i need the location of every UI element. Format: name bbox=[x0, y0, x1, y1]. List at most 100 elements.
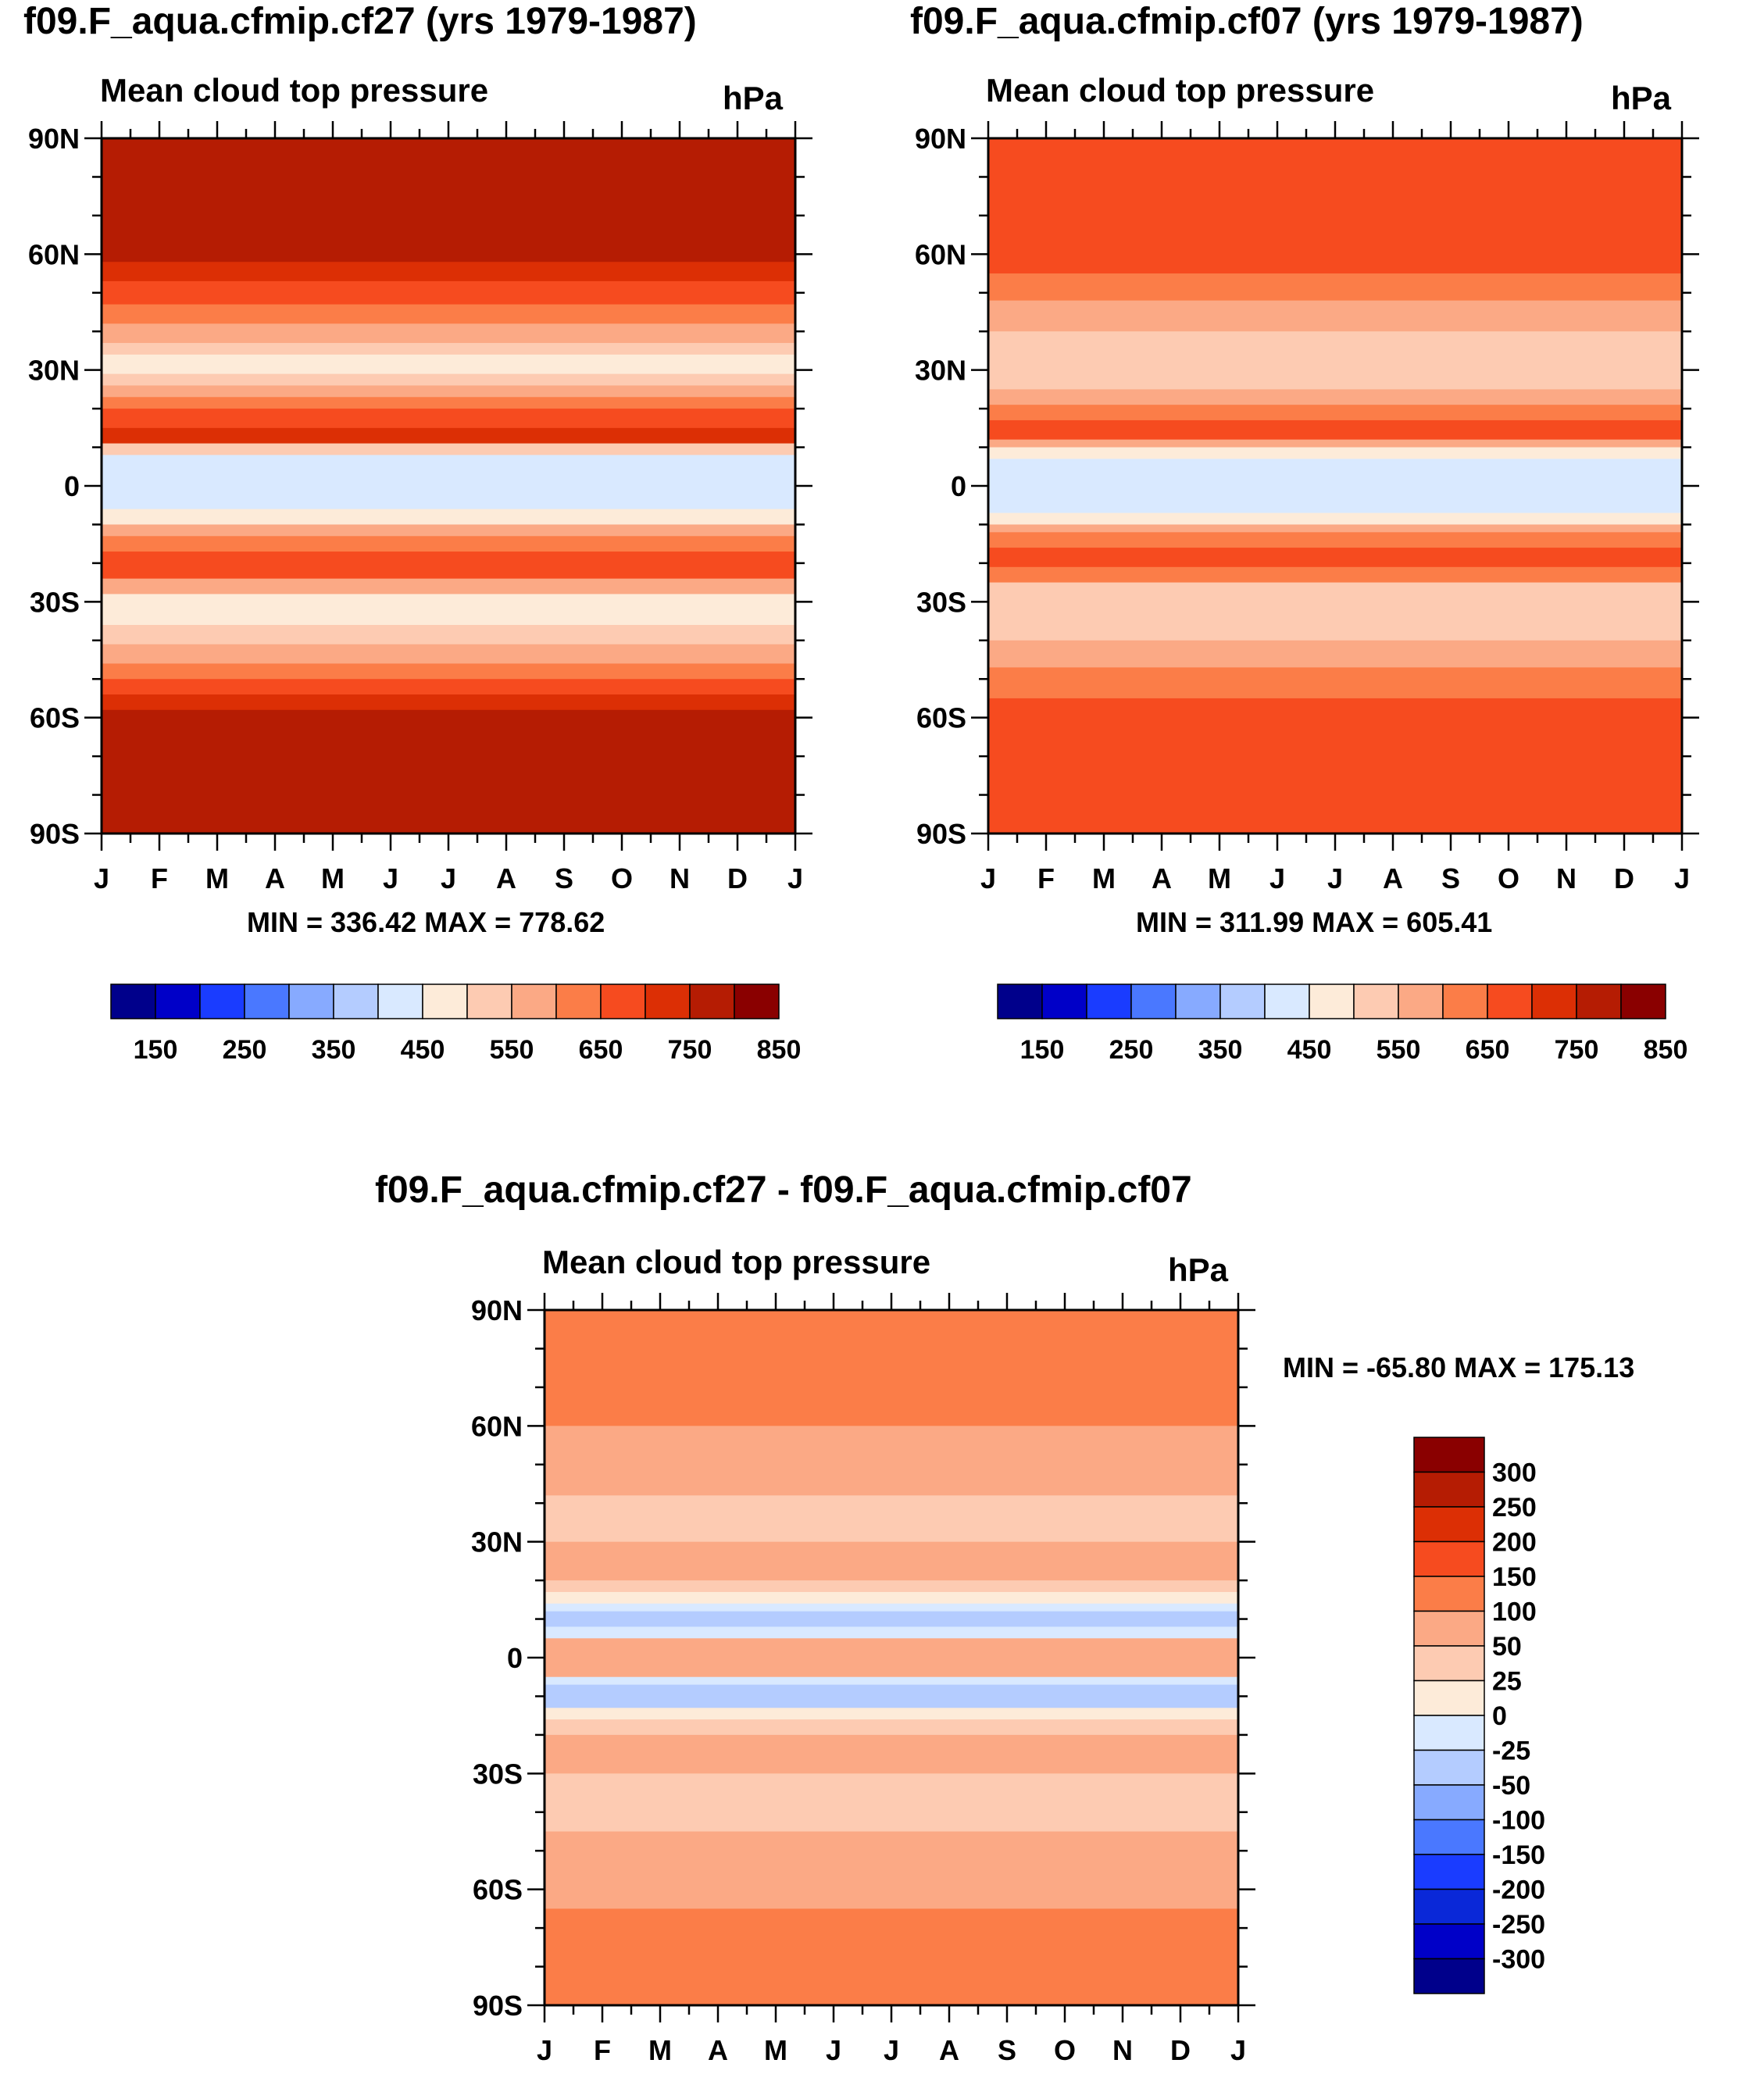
xtick-label: D bbox=[1170, 2034, 1191, 2066]
colorbar-box bbox=[1413, 1506, 1485, 1543]
band-2 bbox=[545, 1495, 1238, 1543]
band-5 bbox=[988, 405, 1682, 421]
band-4 bbox=[988, 389, 1682, 405]
colorbar-label: 250 bbox=[1492, 1493, 1537, 1522]
colorbar-box bbox=[1309, 983, 1355, 1019]
colorbar-box bbox=[1086, 983, 1132, 1019]
ytick-label: 90S bbox=[916, 818, 966, 850]
colorbar-box bbox=[997, 983, 1043, 1019]
band-1 bbox=[988, 273, 1682, 302]
panel3-units: hPa bbox=[1168, 1251, 1229, 1288]
band-4 bbox=[102, 323, 795, 344]
ytick-label: 90S bbox=[30, 818, 80, 850]
colorbar-label: 250 bbox=[223, 1035, 267, 1065]
colorbar-box bbox=[1442, 983, 1488, 1019]
colorbar-label: 650 bbox=[1466, 1035, 1510, 1065]
band-9 bbox=[102, 397, 795, 409]
colorbar-label: 450 bbox=[1287, 1035, 1332, 1065]
xtick-label: J bbox=[826, 2034, 841, 2066]
ytick-label: 90S bbox=[473, 1990, 523, 2022]
band-15 bbox=[545, 1773, 1238, 1833]
colorbar-label: 150 bbox=[134, 1035, 178, 1065]
colorbar-box bbox=[1413, 1680, 1485, 1716]
colorbar-label: 550 bbox=[1377, 1035, 1421, 1065]
ytick-label: 60N bbox=[28, 238, 80, 270]
colorbar-box bbox=[1041, 983, 1087, 1019]
colorbar-box bbox=[377, 983, 423, 1019]
colorbar-label: 25 bbox=[1492, 1667, 1522, 1697]
panel2-title: f09.F_aqua.cfmip.cf07 (yrs 1979-1987) bbox=[910, 1, 1584, 42]
ytick-label: 60S bbox=[30, 702, 80, 734]
colorbar-label: 0 bbox=[1492, 1701, 1507, 1731]
colorbar-box bbox=[1413, 1854, 1485, 1890]
colorbar-label: -50 bbox=[1492, 1771, 1530, 1801]
colorbar-box bbox=[1487, 983, 1533, 1019]
ytick-label: 30S bbox=[30, 586, 80, 618]
xtick-label: D bbox=[727, 862, 748, 894]
band-13 bbox=[545, 1719, 1238, 1736]
xtick-label: A bbox=[708, 2034, 728, 2066]
colorbar-label: 750 bbox=[1555, 1035, 1599, 1065]
colorbar-box bbox=[1531, 983, 1577, 1019]
colorbar-box bbox=[422, 983, 468, 1019]
colorbar-box bbox=[1413, 1471, 1485, 1508]
colorbar-label: -200 bbox=[1492, 1876, 1545, 1905]
band-20 bbox=[102, 625, 795, 645]
ytick-label: 0 bbox=[507, 1642, 523, 1674]
band-12 bbox=[988, 532, 1682, 548]
colorbar-label: 50 bbox=[1492, 1632, 1522, 1662]
xtick-label: A bbox=[265, 862, 285, 894]
band-12 bbox=[102, 443, 795, 456]
band-14 bbox=[988, 566, 1682, 584]
colorbar-box bbox=[734, 983, 780, 1019]
xtick-label: A bbox=[1152, 862, 1172, 894]
ytick-label: 30N bbox=[28, 355, 80, 387]
ytick-label: 90N bbox=[28, 123, 80, 155]
band-13 bbox=[102, 455, 795, 510]
band-25 bbox=[102, 709, 795, 834]
band-12 bbox=[545, 1708, 1238, 1720]
colorbar-box bbox=[1175, 983, 1221, 1019]
band-17 bbox=[988, 667, 1682, 699]
ytick-label: 30S bbox=[473, 1758, 523, 1790]
colorbar-box bbox=[1413, 1540, 1485, 1577]
xtick-label: S bbox=[998, 2034, 1016, 2066]
colorbar-box bbox=[1413, 1610, 1485, 1647]
xtick-label: N bbox=[1556, 862, 1577, 894]
band-10 bbox=[988, 512, 1682, 526]
xtick-label: N bbox=[1112, 2034, 1133, 2066]
band-2 bbox=[988, 300, 1682, 332]
colorbar-box bbox=[1413, 1645, 1485, 1682]
band-6 bbox=[102, 354, 795, 375]
colorbar-box bbox=[689, 983, 735, 1019]
band-18 bbox=[988, 698, 1682, 834]
colorbar-label: 100 bbox=[1492, 1597, 1537, 1627]
colorbar-box bbox=[1413, 1715, 1485, 1751]
band-17 bbox=[545, 1908, 1238, 2006]
colorbar-label: 650 bbox=[579, 1035, 623, 1065]
panel3-plot: 90N 60N 30N 0 30S 60S 90S J F M A M J J A S O N D J bbox=[471, 1293, 1255, 2066]
colorbar-label: 250 bbox=[1109, 1035, 1154, 1065]
xtick-label: N bbox=[670, 862, 690, 894]
band-7 bbox=[102, 373, 795, 387]
colorbar-box bbox=[1413, 1784, 1485, 1821]
xtick-label: M bbox=[764, 2034, 787, 2066]
colorbar-label: 150 bbox=[1020, 1035, 1065, 1065]
xtick-label: O bbox=[1498, 862, 1519, 894]
band-2 bbox=[102, 280, 795, 305]
colorbar-box bbox=[466, 983, 512, 1019]
panel1-plot: 90N 60N 30N 0 30S 60S 90S J F M A M J J A S O N D J bbox=[28, 121, 812, 894]
colorbar-box bbox=[1576, 983, 1622, 1019]
panel2-colorbar: 150 250 350 450 550 650 750 850 bbox=[997, 983, 1687, 1065]
colorbar-label: 850 bbox=[757, 1035, 802, 1065]
band-11 bbox=[988, 524, 1682, 533]
colorbar-box bbox=[333, 983, 379, 1019]
band-5 bbox=[102, 343, 795, 355]
band-17 bbox=[102, 552, 795, 580]
xtick-label: F bbox=[151, 862, 168, 894]
panel2-plot: 90N 60N 30N 0 30S 60S 90S J F M A M J J A S O N D J bbox=[915, 121, 1699, 894]
colorbar-box bbox=[645, 983, 691, 1019]
band-9 bbox=[545, 1638, 1238, 1678]
band-3 bbox=[102, 304, 795, 324]
band-13 bbox=[988, 548, 1682, 568]
